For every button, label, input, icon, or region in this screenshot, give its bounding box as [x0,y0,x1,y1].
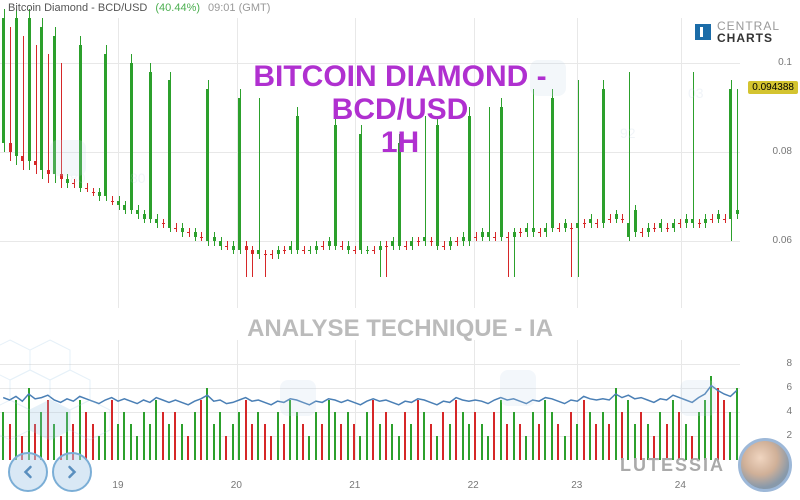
chart-header: Bitcoin Diamond - BCD/USD (40.44%) 09:01… [0,0,800,16]
chart-subtitle-watermark: ANALYSE TECHNIQUE - IA [247,315,553,343]
assistant-avatar[interactable] [738,438,792,492]
logo-text: CENTRAL CHARTS [717,20,780,44]
pct-change: (40.44%) [155,2,200,14]
hex-decoration [0,330,200,470]
logo-icon [695,24,711,40]
nav-prev-button[interactable] [8,452,48,492]
nav-controls [8,452,92,492]
lutessia-brand: LUTESSIA [620,455,725,476]
ticker-name: Bitcoin Diamond - BCD/USD [8,2,147,14]
arrow-right-icon [62,462,82,482]
nav-next-button[interactable] [52,452,92,492]
timestamp: 09:01 (GMT) [208,2,270,14]
arrow-left-icon [18,462,38,482]
centralcharts-logo: CENTRAL CHARTS [695,20,780,44]
chart-title-watermark: BITCOIN DIAMOND - BCD/USD 1H [200,60,600,159]
